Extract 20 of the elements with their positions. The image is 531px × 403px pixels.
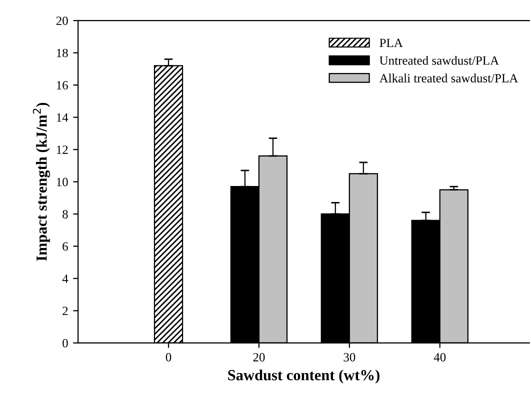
legend-label: Alkali treated sawdust/PLA (379, 74, 518, 82)
x-axis-title: Sawdust content (wt%) (228, 370, 380, 384)
y-tick-label: 12 (56, 146, 68, 154)
y-tick-label: 10 (56, 178, 68, 186)
y-tick-label: 2 (62, 306, 68, 316)
y-tick-label: 16 (56, 81, 68, 90)
y-tick-label: 8 (62, 210, 68, 218)
y-tick-label: 6 (62, 242, 68, 251)
legend-label: Untreated sawdust/PLA (380, 56, 499, 65)
y-axis-title: Impact strength (kJ/m$^{2}$) (32, 102, 50, 261)
x-tick-label: 0 (166, 353, 172, 362)
y-tick-label: 20 (56, 16, 68, 26)
y-tick-label: 18 (56, 48, 68, 58)
y-tick-label: 0 (62, 338, 68, 348)
y-tick-label: 14 (56, 113, 68, 122)
legend-label: PLA (380, 38, 403, 47)
x-tick-label: 40 (434, 353, 446, 362)
x-tick-label: 30 (344, 353, 356, 362)
x-tick-label: 20 (253, 353, 265, 362)
y-tick-label: 4 (62, 274, 68, 283)
